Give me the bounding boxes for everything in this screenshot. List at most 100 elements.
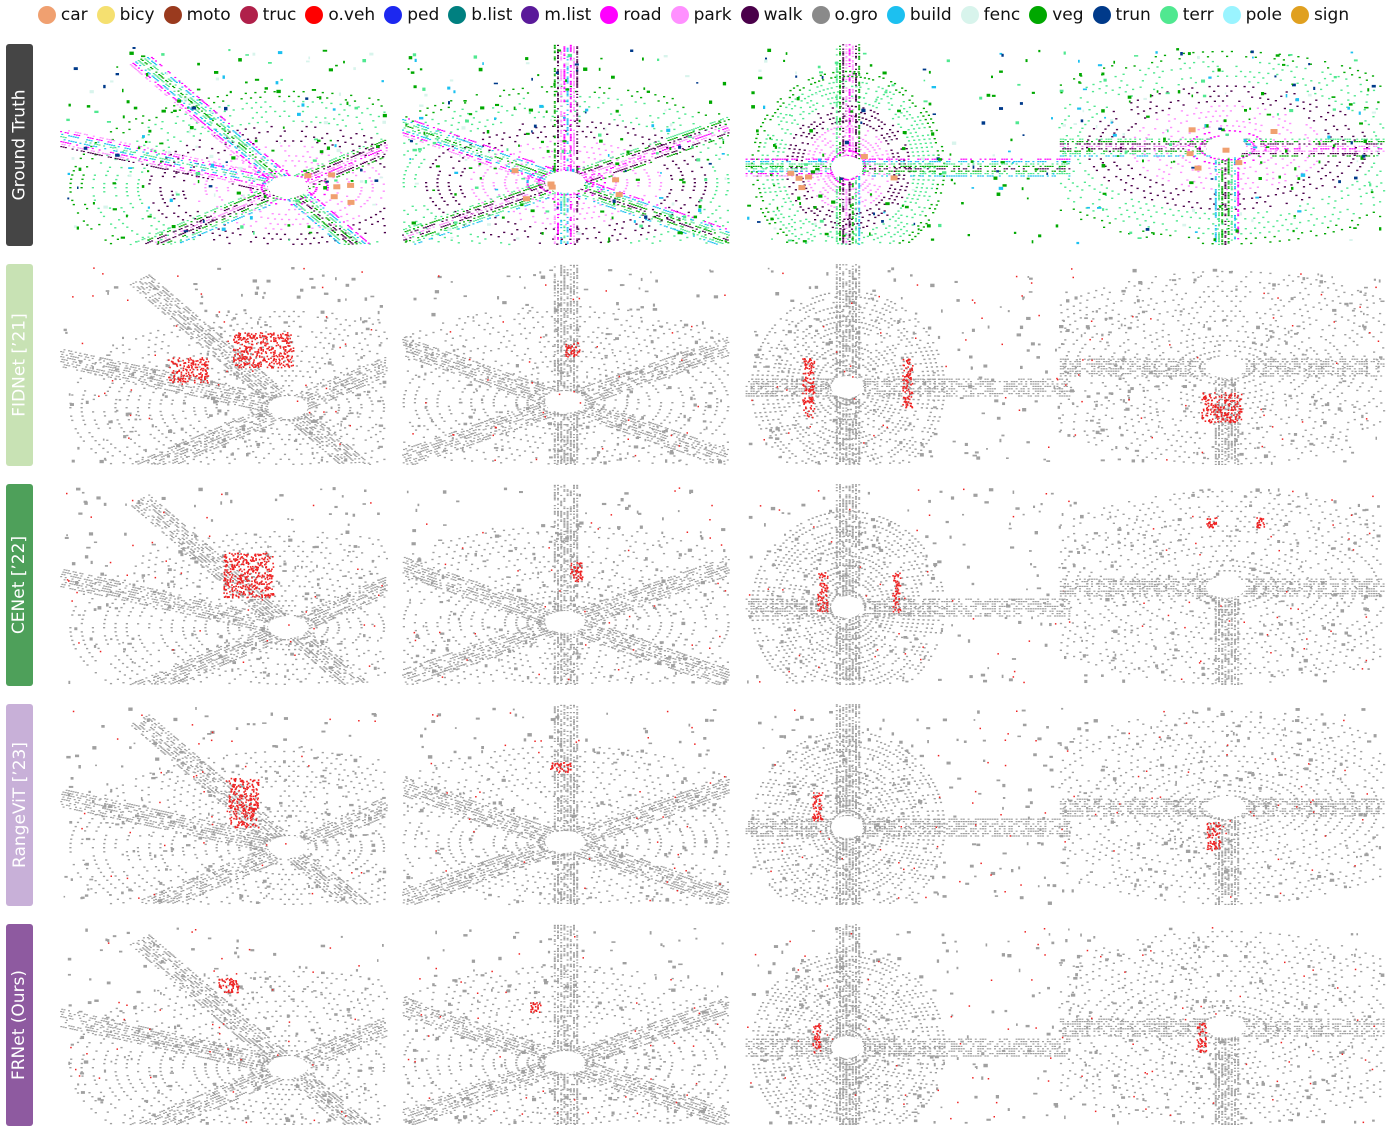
legend-label: bicy: [120, 5, 155, 25]
legend-swatch: [37, 6, 56, 24]
pointcloud-render: [745, 924, 1071, 1125]
legend-item-car: car: [37, 5, 88, 25]
legend-label: o.veh: [328, 5, 375, 25]
legend-label: sign: [1314, 5, 1349, 25]
pointcloud-render: [1058, 927, 1386, 1125]
legend-item-fenc: fenc: [960, 5, 1021, 25]
legend-item-pole: pole: [1222, 5, 1282, 25]
legend-label: veg: [1052, 5, 1083, 25]
pointcloud-panel-r1-c2: [742, 262, 1072, 466]
pointcloud-panel-r2-c3: [1056, 482, 1386, 686]
pointcloud-render: [1058, 488, 1385, 685]
legend-label: trun: [1116, 5, 1151, 25]
legend-swatch: [600, 6, 619, 24]
legend-swatch: [1092, 6, 1111, 24]
legend-item-build: build: [886, 5, 952, 25]
legend-item-o-gro: o.gro: [811, 5, 878, 25]
legend-swatch: [384, 6, 403, 24]
legend-swatch: [1222, 6, 1241, 24]
pointcloud-panel-r4-c2: [742, 922, 1072, 1126]
pointcloud-panel-r2-c0: [58, 482, 388, 686]
legend-swatch: [163, 6, 182, 24]
pointcloud-render: [60, 707, 388, 905]
legend-label: o.gro: [835, 5, 878, 25]
legend-swatch: [239, 6, 258, 24]
pointcloud-render: [402, 264, 730, 466]
legend-item-terr: terr: [1159, 5, 1214, 25]
legend-item-b-list: b.list: [448, 5, 512, 25]
row-label-3: RangeViT [’23]: [6, 704, 33, 906]
legend-label: walk: [764, 5, 803, 25]
legend-item-moto: moto: [163, 5, 231, 25]
legend-swatch: [1029, 6, 1048, 24]
legend-label: pole: [1246, 5, 1282, 25]
pointcloud-panel-r1-c0: [58, 262, 388, 466]
legend-label: park: [694, 5, 732, 25]
legend-item-park: park: [670, 5, 732, 25]
pointcloud-panel-r1-c3: [1056, 262, 1386, 466]
pointcloud-panel-r4-c1: [400, 922, 730, 1126]
pointcloud-render: [1058, 268, 1386, 465]
pointcloud-render: [402, 704, 730, 906]
legend-label: terr: [1183, 5, 1214, 25]
pointcloud-render: [60, 927, 388, 1126]
pointcloud-panel-r4-c0: [58, 922, 388, 1126]
row-label-text: Ground Truth: [10, 89, 30, 200]
pointcloud-panel-r4-c3: [1056, 922, 1386, 1126]
pointcloud-render: [60, 267, 388, 465]
row-label-2: CENet [’22]: [6, 484, 33, 686]
legend-label: truc: [263, 5, 297, 25]
row-label-1: FIDNet [’21]: [6, 264, 33, 466]
legend-item-truc: truc: [239, 5, 297, 25]
legend-label: road: [623, 5, 661, 25]
pointcloud-render: [745, 264, 1071, 465]
pointcloud-panel-r0-c1: [400, 42, 730, 246]
legend-item-o-veh: o.veh: [305, 5, 375, 25]
legend-swatch: [448, 6, 467, 24]
legend-swatch: [1290, 6, 1309, 24]
legend-item-bicy: bicy: [96, 5, 155, 25]
pointcloud-panel-r3-c3: [1056, 702, 1386, 906]
legend-swatch: [305, 6, 324, 24]
pointcloud-panel-r3-c2: [742, 702, 1072, 906]
pointcloud-render: [402, 924, 730, 1126]
legend-swatch: [521, 6, 540, 24]
pointcloud-render: [402, 484, 730, 686]
legend-label: moto: [187, 5, 231, 25]
legend-item-sign: sign: [1290, 5, 1349, 25]
pointcloud-panel-r2-c2: [742, 482, 1072, 686]
pointcloud-panel-r1-c1: [400, 262, 730, 466]
legend-swatch: [811, 6, 830, 24]
legend-item-veg: veg: [1029, 5, 1084, 25]
legend-label: fenc: [984, 5, 1021, 25]
class-legend: car bicy moto truc o.veh ped b.list m.list road p…: [0, 0, 1396, 30]
pointcloud-panel-r2-c1: [400, 482, 730, 686]
pointcloud-panel-r3-c1: [400, 702, 730, 906]
pointcloud-panel-r0-c0: [58, 42, 388, 246]
row-label-text: CENet [’22]: [10, 536, 30, 634]
legend-label: car: [61, 5, 88, 25]
row-label-text: FRNet (Ours): [10, 970, 30, 1080]
legend-swatch: [670, 6, 689, 24]
row-label-0: Ground Truth: [6, 44, 33, 246]
legend-item-walk: walk: [740, 5, 803, 25]
legend-swatch: [1159, 6, 1178, 24]
legend-swatch: [960, 6, 979, 24]
pointcloud-render: [1058, 48, 1386, 245]
pointcloud-render: [745, 484, 1071, 685]
legend-label: b.list: [471, 5, 512, 25]
pointcloud-panel-r3-c0: [58, 702, 388, 906]
pointcloud-render: [60, 47, 388, 246]
legend-item-ped: ped: [384, 5, 439, 25]
pointcloud-render: [745, 44, 1071, 245]
legend-swatch: [96, 6, 115, 24]
pointcloud-render: [60, 487, 388, 686]
legend-item-road: road: [600, 5, 662, 25]
row-label-text: FIDNet [’21]: [10, 313, 30, 416]
pointcloud-panel-r0-c2: [742, 42, 1072, 246]
legend-swatch: [740, 6, 759, 24]
legend-label: build: [910, 5, 952, 25]
pointcloud-render: [745, 704, 1071, 905]
row-label-text: RangeViT [’23]: [10, 742, 30, 868]
legend-item-m-list: m.list: [521, 5, 591, 25]
